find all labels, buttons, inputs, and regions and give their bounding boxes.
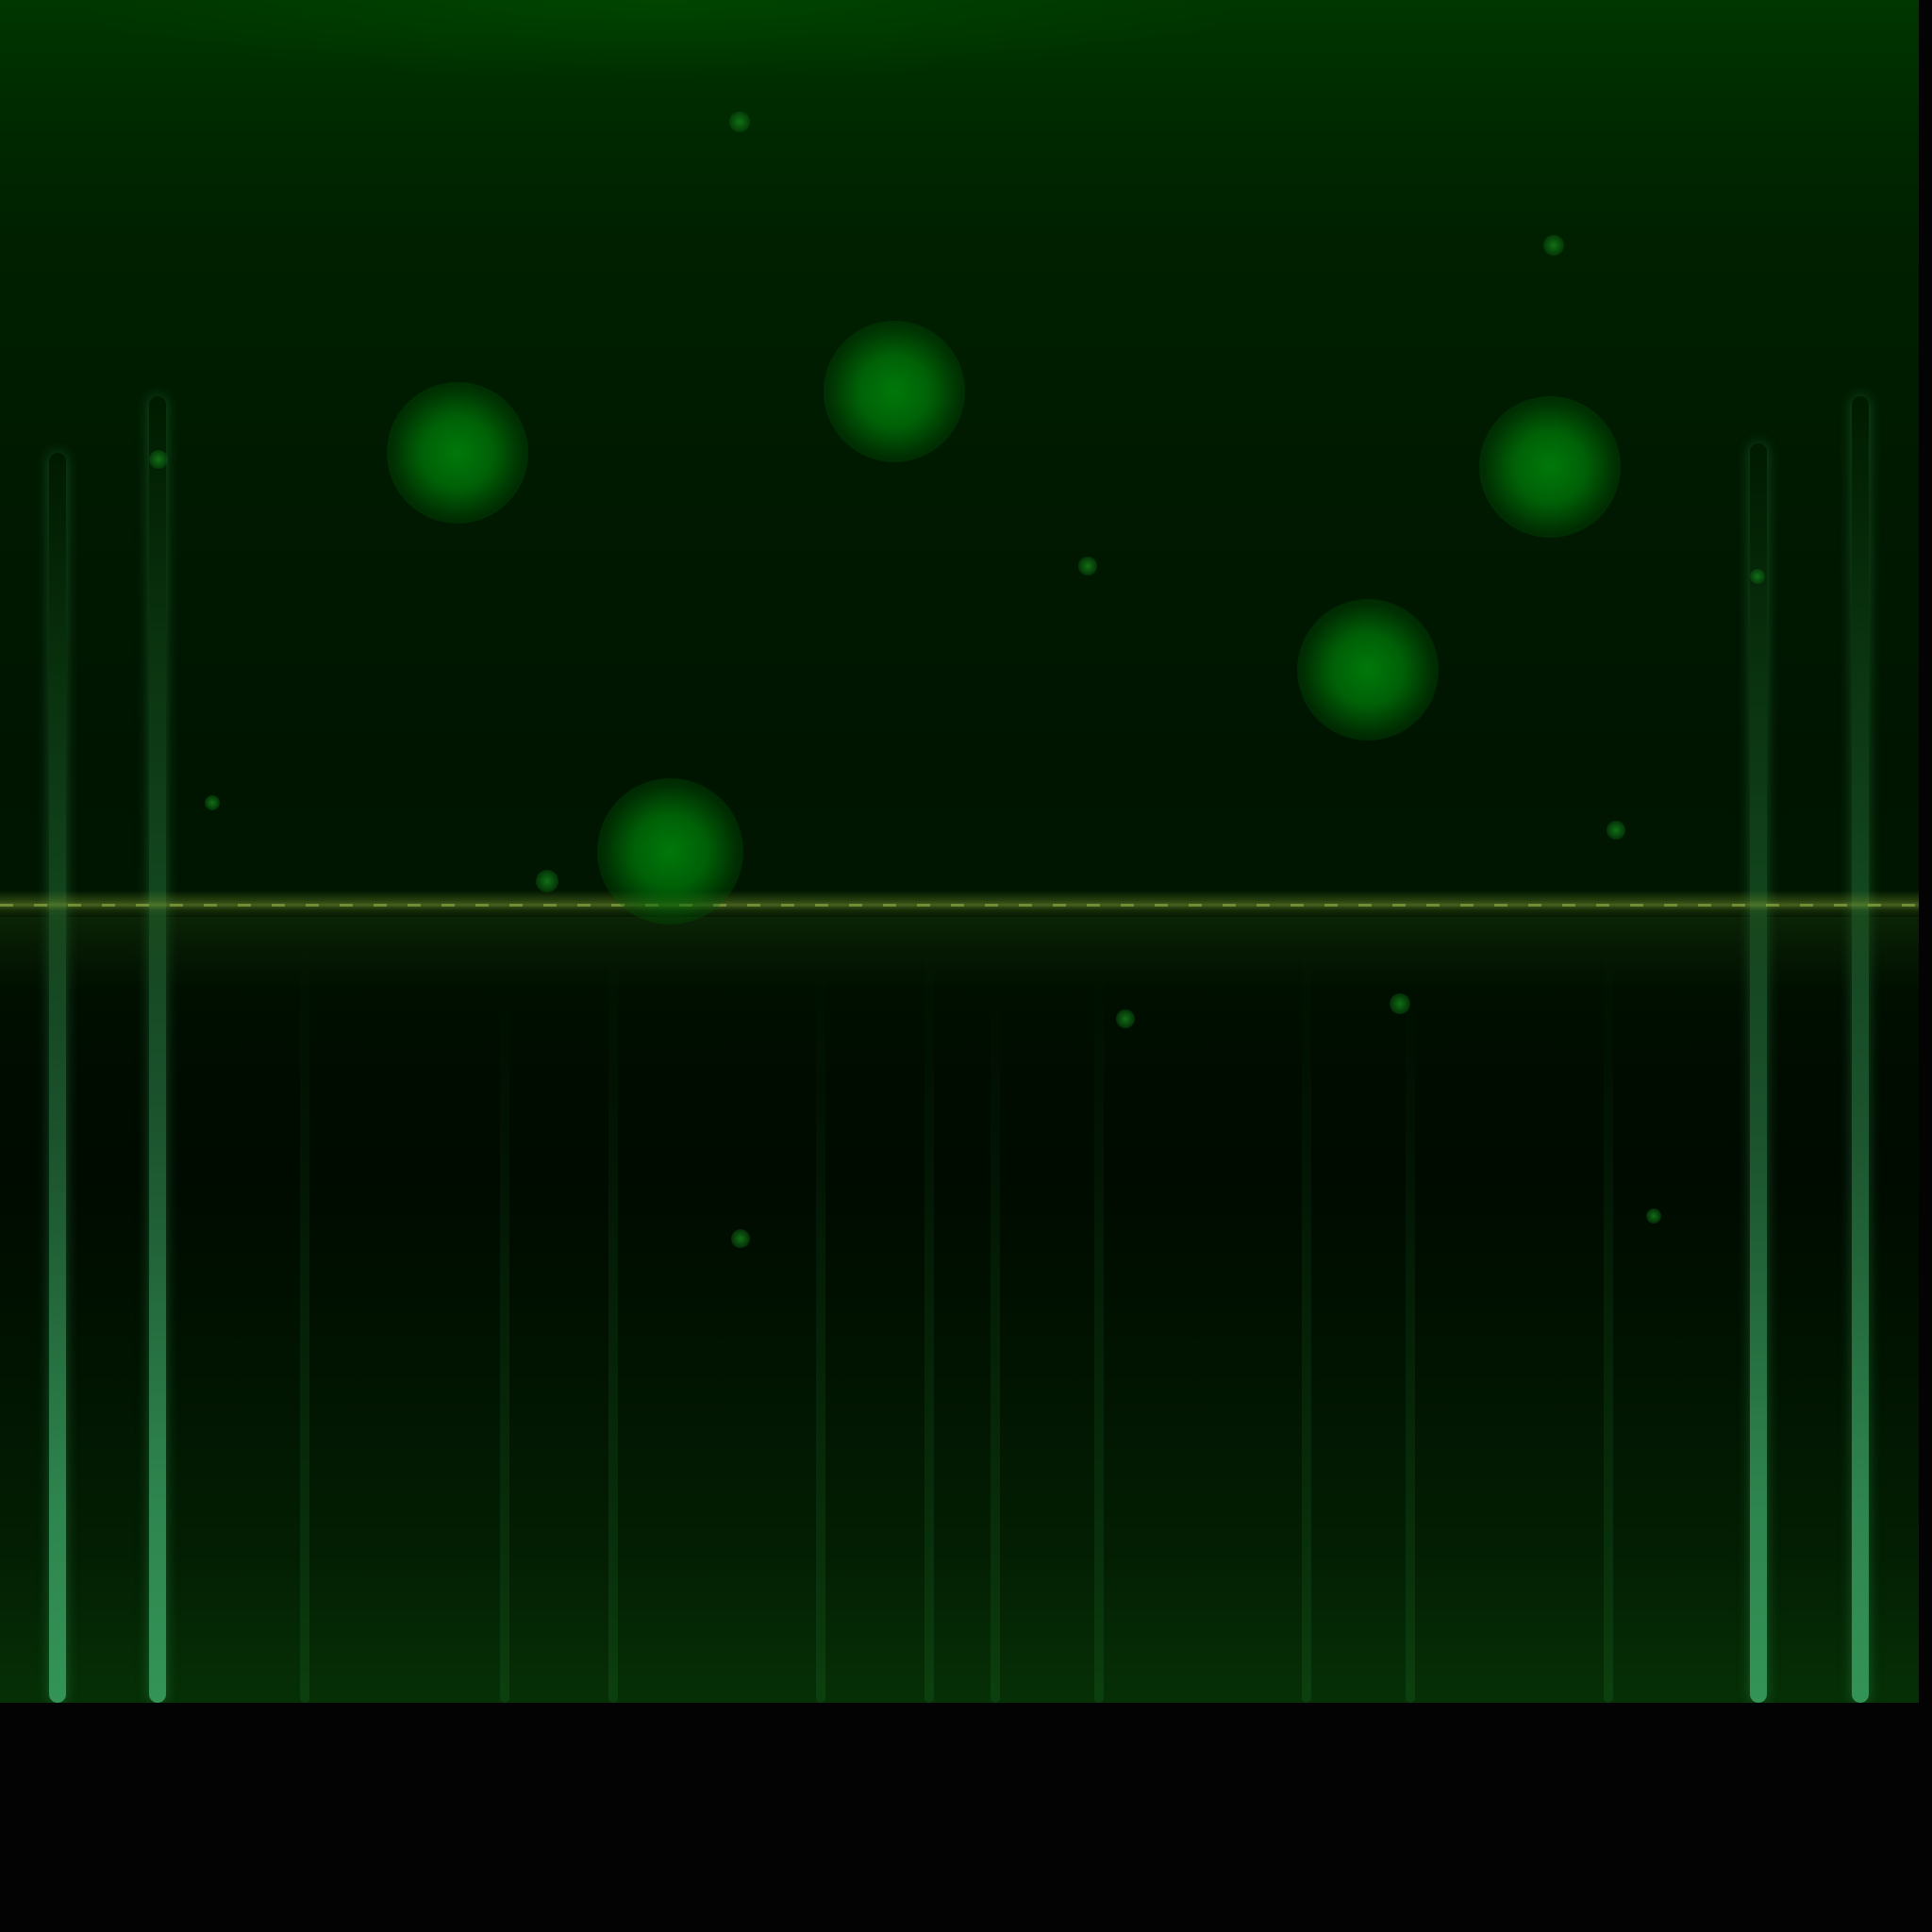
particle-dot	[1390, 993, 1410, 1014]
green-backdrop	[0, 0, 1919, 1703]
particle-dot	[1750, 569, 1765, 584]
light-beam-right-inner	[1750, 443, 1767, 1703]
floor-glow	[0, 917, 1919, 992]
light-beam-faint	[1604, 943, 1613, 1703]
light-beam-faint	[300, 943, 309, 1703]
horizon-line	[0, 904, 1919, 907]
light-beam-left-inner	[149, 396, 166, 1703]
particle-dot	[729, 111, 750, 132]
particle-dot	[731, 1229, 750, 1248]
light-beam-faint	[608, 943, 618, 1703]
particle-dot	[1646, 1208, 1661, 1224]
particle-dot	[1116, 1009, 1135, 1028]
glow-orb	[1297, 599, 1439, 741]
light-beam-left-outer	[49, 453, 66, 1703]
particle-dot	[536, 870, 558, 892]
light-beam-faint	[500, 991, 509, 1703]
particle-dot	[1543, 235, 1564, 256]
light-beam-faint	[924, 943, 934, 1703]
light-beam-faint	[991, 991, 1000, 1703]
glow-orb	[824, 321, 965, 462]
particle-dot	[205, 795, 220, 810]
light-beam-faint	[816, 962, 825, 1703]
glow-orb	[1479, 396, 1621, 538]
light-beam-faint	[1406, 991, 1415, 1703]
particle-dot	[149, 450, 168, 469]
particle-dot	[1607, 821, 1625, 840]
light-beam-faint	[1302, 943, 1311, 1703]
light-beam-faint	[1094, 962, 1104, 1703]
particle-dot	[1078, 557, 1097, 575]
light-beam-right-outer	[1852, 396, 1869, 1703]
glow-orb	[597, 778, 743, 924]
glow-orb	[387, 382, 528, 524]
